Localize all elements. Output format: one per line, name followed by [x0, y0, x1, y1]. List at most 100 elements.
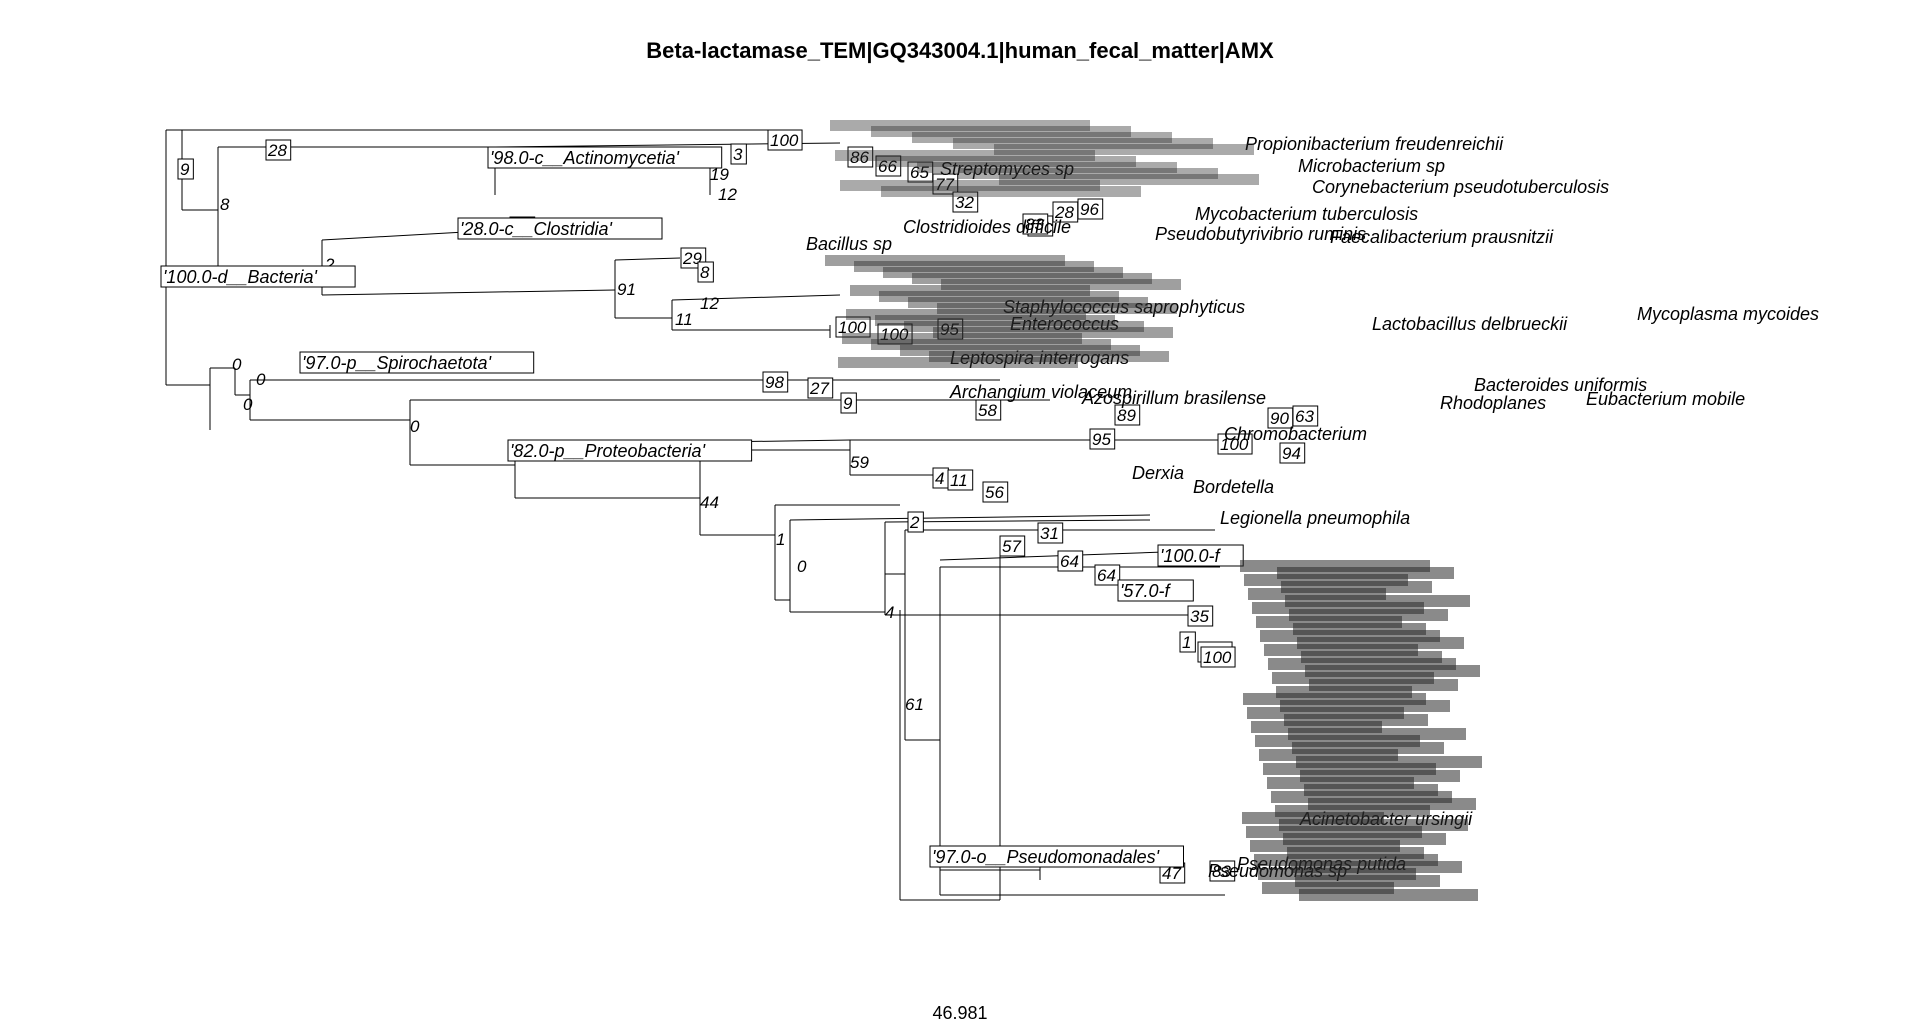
taxon-label: Azospirillum brasilense [1081, 388, 1266, 408]
overlapping-label-mass [908, 297, 1148, 308]
support-value-box [947, 469, 974, 491]
taxon-label: Microbacterium sp [1298, 156, 1445, 176]
support-value: 86 [850, 148, 869, 167]
taxon-label: Lactobacillus delbrueckii [1372, 314, 1568, 334]
overlapping-label-mass [1299, 889, 1478, 901]
support-value: 28 [1054, 203, 1074, 222]
taxon-label: Bacteroides uniformis [1474, 375, 1647, 395]
support-value: 95 [1092, 430, 1111, 449]
clade-label: '100.0-f [1160, 546, 1221, 566]
support-value-box [1187, 605, 1214, 627]
support-value-box [937, 318, 964, 340]
support-value-box [1217, 433, 1253, 455]
support-value: 47 [1162, 864, 1181, 883]
support-value-box [1179, 631, 1196, 653]
support-value: 35 [1190, 607, 1209, 626]
overlapping-label-mass [879, 291, 1119, 302]
support-value-box [875, 155, 902, 177]
support-value-box [877, 323, 913, 345]
overlapping-label-mass [917, 162, 1177, 173]
support-value: 83 [1212, 862, 1231, 881]
overlapping-label-mass [871, 339, 1111, 350]
scale-bar-label: 46.981 [932, 1003, 988, 1023]
overlapping-label-mass [876, 156, 1136, 167]
support-value: 4 [885, 603, 894, 622]
overlapping-label-mass [830, 120, 1090, 131]
support-value: 100 [880, 325, 909, 344]
taxon-label: Derxia [1132, 463, 1184, 483]
support-value: 61 [905, 695, 924, 714]
support-value-box [1200, 646, 1236, 668]
taxon-label: Leptospira interrogans [950, 348, 1129, 368]
support-value: 9 [180, 160, 190, 179]
support-value: 2 [909, 513, 920, 532]
overlapping-label-mass [999, 174, 1259, 185]
support-value-box [767, 129, 803, 151]
support-value-box [1292, 405, 1319, 427]
overlapping-label-mass [933, 327, 1173, 338]
support-value: 28 [267, 141, 287, 160]
support-value-box [1114, 404, 1141, 426]
support-value-box [952, 191, 979, 213]
support-value: 12 [700, 294, 719, 313]
support-value-box [907, 511, 924, 533]
support-value-box [1209, 860, 1236, 882]
overlapping-label-mass [854, 261, 1094, 272]
support-value-box [1094, 564, 1121, 586]
taxon-label: Enterococcus [1010, 314, 1119, 334]
taxon-label: Legionella pneumophila [1220, 508, 1410, 528]
support-value: 11 [950, 471, 968, 490]
clade-label: '97.0-p__Spirochaetota' [302, 353, 492, 373]
overlapping-label-mass [953, 138, 1213, 149]
support-value-box [999, 535, 1026, 557]
overlapping-label-mass [937, 303, 1177, 314]
overlapping-label-mass [994, 144, 1254, 155]
support-value-box [265, 139, 292, 161]
clade-label-box [929, 845, 1184, 868]
support-value: 31 [1040, 524, 1059, 543]
support-value: 44 [700, 493, 719, 512]
support-value: 29 [682, 249, 702, 268]
support-value: 98 [765, 373, 784, 392]
clade-label-box [1157, 544, 1244, 567]
support-value: 96 [1080, 200, 1099, 219]
support-value: 8 [220, 195, 230, 214]
support-value: 32 [955, 193, 974, 212]
support-value: 65 [910, 163, 929, 182]
support-value: 100 [838, 318, 867, 337]
taxon-label: Clostridioides difficile [903, 217, 1071, 237]
support-value: 63 [1295, 407, 1314, 426]
clade-label-box [457, 217, 663, 240]
support-value: 27 [809, 379, 829, 398]
support-value: 8 [700, 263, 710, 282]
support-value: 64 [1097, 566, 1116, 585]
overlapping-label-mass [929, 351, 1169, 362]
overlapping-label-mass [912, 273, 1152, 284]
support-value: 59 [850, 453, 869, 472]
taxon-label: Rhodoplanes [1440, 393, 1546, 413]
support-value: 91 [617, 280, 636, 299]
tree-edge [789, 514, 1151, 521]
overlapping-label-mass [835, 150, 1095, 161]
overlapping-label-mass [842, 333, 1082, 344]
clade-label-box [299, 351, 535, 374]
taxon-label: Propionibacterium freudenreichii [1245, 134, 1504, 154]
support-value: 4 [935, 469, 944, 488]
support-value: 83 [1025, 215, 1044, 234]
support-value-box [1022, 213, 1049, 235]
support-value-box [177, 158, 194, 180]
taxon-label: Chromobacterium [1224, 424, 1367, 444]
support-value: 100 [1203, 648, 1232, 667]
support-value-box [835, 316, 871, 338]
support-value: 0 [410, 417, 420, 436]
support-value: 1 [776, 530, 785, 549]
tree-edge [321, 231, 466, 241]
overlapping-label-mass [840, 180, 1100, 191]
support-value-box [982, 481, 1009, 503]
taxon-label: Mycoplasma mycoides [1637, 304, 1819, 324]
taxon-label: Bordetella [1193, 477, 1274, 497]
support-value: 90 [1270, 409, 1289, 428]
taxon-label: Faecalibacterium prausnitzii [1330, 227, 1554, 247]
support-value: 89 [1117, 406, 1136, 425]
